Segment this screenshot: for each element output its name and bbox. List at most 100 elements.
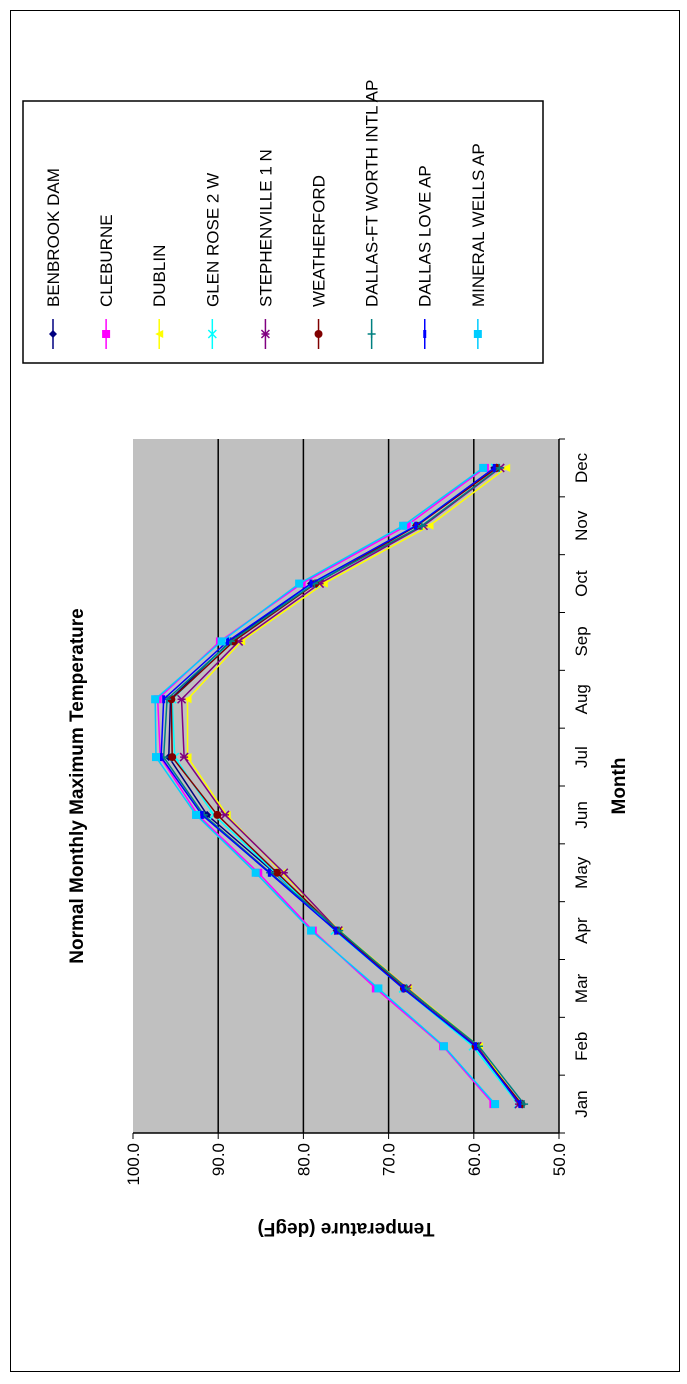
- x-tick-label: Oct: [572, 570, 591, 597]
- legend-label: WEATHERFORD: [310, 175, 329, 307]
- data-point: [183, 695, 192, 704]
- data-point: [495, 463, 504, 472]
- legend-label: DALLAS-FT WORTH INTL AP: [363, 80, 382, 307]
- data-point: [151, 695, 160, 704]
- series-line: [154, 467, 496, 1105]
- data-point: [260, 329, 270, 339]
- data-point: [220, 810, 230, 820]
- data-point: [399, 521, 408, 530]
- legend-item: WEATHERFORD: [310, 175, 329, 349]
- x-axis-title: Month: [609, 758, 630, 815]
- data-point: [162, 695, 166, 704]
- data-point: [272, 868, 281, 877]
- x-tick-label: Dec: [572, 452, 591, 483]
- legend-label: DUBLIN: [150, 245, 169, 307]
- data-point: [207, 329, 217, 339]
- data-point: [152, 753, 161, 762]
- data-point: [200, 810, 204, 819]
- legend-label: DALLAS LOVE AP: [416, 165, 435, 307]
- data-point: [192, 810, 201, 819]
- chart-title: Normal Monthly Maximum Temperature: [67, 608, 88, 963]
- legend-item: STEPHENVILLE 1 N: [256, 149, 275, 349]
- legend-label: STEPHENVILLE 1 N: [256, 149, 275, 307]
- data-point: [479, 463, 488, 472]
- rotated-chart-canvas: Normal Monthly Maximum Temperature 50.0 6…: [11, 11, 681, 1373]
- data-point: [102, 330, 111, 338]
- x-tick-label: Nov: [572, 510, 591, 541]
- data-point: [159, 753, 163, 762]
- legend-item: DALLAS LOVE AP: [416, 165, 435, 349]
- data-point: [279, 868, 289, 878]
- x-tick-label: Sep: [572, 626, 591, 656]
- data-point: [414, 521, 418, 530]
- data-point: [251, 868, 260, 877]
- legend-label: MINERAL WELLS AP: [469, 143, 488, 307]
- data-point: [177, 694, 187, 704]
- y-axis-ticks: 50.0 60.0 70.0 80.0 90.0 100.0: [124, 1133, 569, 1186]
- series-line: [156, 467, 494, 1105]
- data-point: [179, 752, 189, 762]
- data-point: [309, 579, 313, 588]
- grid-lines: [217, 439, 475, 1133]
- data-point: [295, 579, 304, 588]
- legend-item: GLEN ROSE 2 W: [203, 173, 222, 349]
- data-point: [217, 637, 226, 646]
- series-group: [151, 463, 529, 1109]
- x-tick-label: Feb: [572, 1032, 591, 1061]
- series-line: [160, 467, 521, 1105]
- legend-label: GLEN ROSE 2 W: [203, 173, 222, 307]
- legend-item: CLEBURNE: [97, 214, 116, 349]
- data-point: [226, 637, 230, 646]
- data-point: [213, 810, 222, 819]
- data-point: [267, 868, 271, 877]
- data-point: [425, 521, 434, 530]
- legend-label: CLEBURNE: [97, 214, 116, 307]
- y-tick-label: 60.0: [465, 1143, 484, 1176]
- x-tick-label: Mar: [572, 973, 591, 1003]
- y-tick-label: 90.0: [209, 1143, 228, 1176]
- data-point: [491, 1100, 500, 1109]
- data-point: [417, 521, 426, 530]
- legend-item: BENBROOK DAM: [44, 168, 63, 349]
- y-tick-label: 50.0: [550, 1143, 569, 1176]
- x-tick-label: May: [572, 856, 591, 889]
- plot-area: [133, 439, 559, 1133]
- legend: BENBROOK DAM CLEBURNE DUBLIN GLEN ROSE 2 W S…: [22, 80, 544, 364]
- x-axis-ticks: Jan Feb Mar Apr May Jun Jul Aug Sep Oct Nov Dec: [559, 438, 591, 1134]
- x-tick-label: Jul: [572, 746, 591, 768]
- series-7: [159, 463, 522, 1109]
- series-8: [151, 463, 500, 1109]
- legend-box: [22, 100, 544, 364]
- data-point: [439, 1042, 448, 1051]
- data-point: [520, 1100, 529, 1109]
- x-tick-label: Jun: [572, 801, 591, 828]
- data-point: [334, 926, 338, 935]
- data-point: [374, 984, 383, 993]
- legend-label: BENBROOK DAM: [44, 168, 63, 307]
- y-tick-label: 80.0: [294, 1143, 313, 1176]
- legend-item: DUBLIN: [150, 245, 169, 349]
- data-point: [502, 463, 511, 472]
- chart-frame: Normal Monthly Maximum Temperature 50.0 6…: [10, 10, 680, 1372]
- y-tick-label: 70.0: [380, 1143, 399, 1176]
- data-point: [492, 463, 496, 472]
- x-tick-label: Aug: [572, 684, 591, 714]
- data-point: [473, 330, 482, 338]
- legend-item: MINERAL WELLS AP: [469, 143, 488, 349]
- line-chart: Normal Monthly Maximum Temperature 50.0 6…: [22, 80, 630, 1239]
- data-point: [319, 579, 328, 588]
- data-point: [474, 1042, 478, 1051]
- data-point: [423, 330, 427, 338]
- series-line: [162, 467, 525, 1105]
- y-axis-title: Temperature (degF): [257, 1218, 434, 1239]
- data-point: [49, 330, 57, 338]
- data-point: [367, 330, 376, 338]
- data-point: [168, 753, 177, 762]
- data-point: [314, 330, 323, 338]
- data-point: [518, 1100, 522, 1109]
- y-tick-label: 100.0: [124, 1143, 143, 1186]
- data-point: [307, 926, 316, 935]
- x-tick-label: Apr: [572, 917, 591, 944]
- data-point: [401, 984, 405, 993]
- data-point: [155, 330, 164, 338]
